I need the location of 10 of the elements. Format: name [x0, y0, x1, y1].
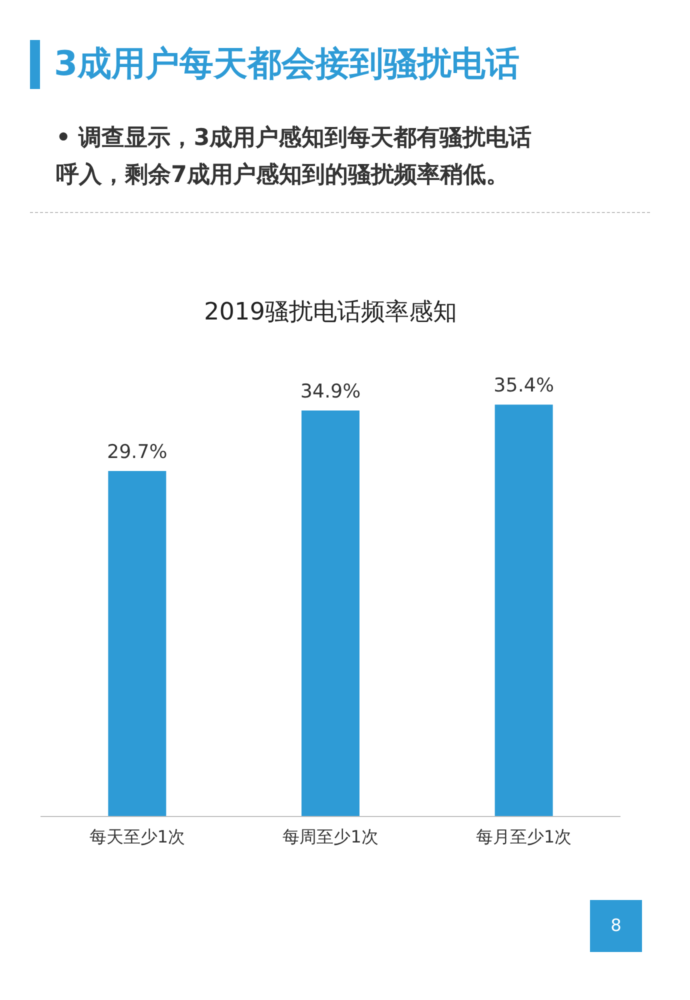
data-label: 29.7%	[106, 440, 168, 463]
text: 8	[590, 900, 642, 952]
text: 3成用户每天都会接到骚扰电话	[30, 40, 520, 89]
x-tick-label: 每周至少1次	[282, 828, 378, 848]
x-tick-label: 每天至少1次	[89, 828, 186, 848]
text: • 调查显示，3成用户感知到每天都有骚扰电话呼入，剩余7成用户感知到的骚扰频率稍低。	[55, 124, 533, 190]
data-label: 34.9%	[300, 380, 361, 402]
chart-title: 2019骚扰电话频率感知	[204, 298, 458, 326]
data-label: 35.4%	[494, 374, 554, 397]
x-tick-label: 每月至少1次	[476, 828, 572, 848]
